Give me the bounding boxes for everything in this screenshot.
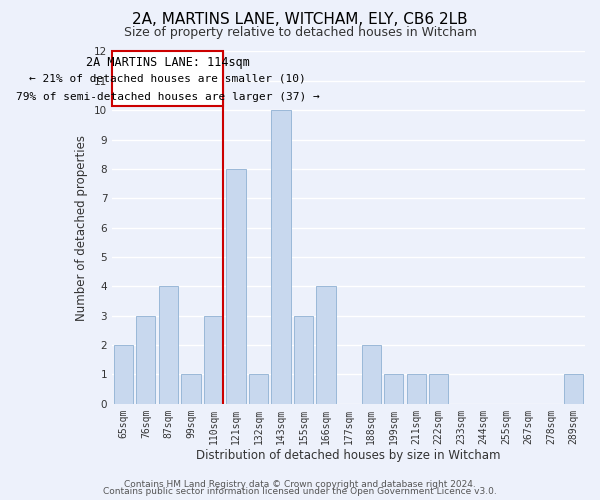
Bar bbox=[407, 374, 425, 404]
Text: Size of property relative to detached houses in Witcham: Size of property relative to detached ho… bbox=[124, 26, 476, 39]
X-axis label: Distribution of detached houses by size in Witcham: Distribution of detached houses by size … bbox=[196, 450, 501, 462]
Bar bbox=[564, 374, 583, 404]
Bar bbox=[384, 374, 403, 404]
Bar bbox=[294, 316, 313, 404]
Bar bbox=[204, 316, 223, 404]
Bar bbox=[159, 286, 178, 404]
Text: 79% of semi-detached houses are larger (37) →: 79% of semi-detached houses are larger (… bbox=[16, 92, 320, 102]
Bar bbox=[362, 345, 380, 404]
FancyBboxPatch shape bbox=[112, 52, 223, 106]
Text: Contains HM Land Registry data © Crown copyright and database right 2024.: Contains HM Land Registry data © Crown c… bbox=[124, 480, 476, 489]
Bar bbox=[271, 110, 290, 404]
Text: Contains public sector information licensed under the Open Government Licence v3: Contains public sector information licen… bbox=[103, 488, 497, 496]
Bar bbox=[181, 374, 200, 404]
Bar bbox=[249, 374, 268, 404]
Bar bbox=[316, 286, 335, 404]
Bar bbox=[136, 316, 155, 404]
Text: 2A, MARTINS LANE, WITCHAM, ELY, CB6 2LB: 2A, MARTINS LANE, WITCHAM, ELY, CB6 2LB bbox=[132, 12, 468, 28]
Y-axis label: Number of detached properties: Number of detached properties bbox=[76, 134, 88, 320]
Text: ← 21% of detached houses are smaller (10): ← 21% of detached houses are smaller (10… bbox=[29, 74, 306, 84]
Bar bbox=[429, 374, 448, 404]
Bar bbox=[226, 169, 245, 404]
Bar bbox=[114, 345, 133, 404]
Text: 2A MARTINS LANE: 114sqm: 2A MARTINS LANE: 114sqm bbox=[86, 56, 250, 69]
